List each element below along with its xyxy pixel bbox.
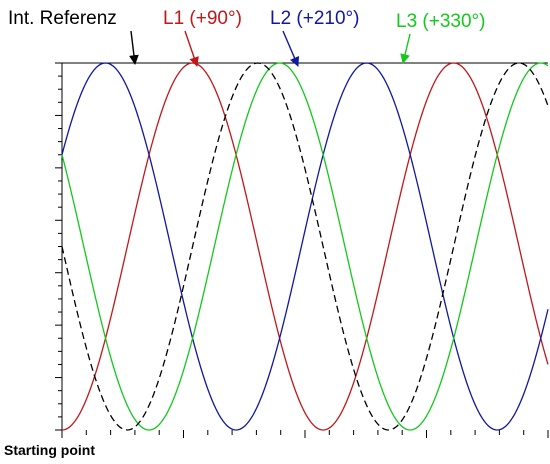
plot-curves: [61, 62, 549, 431]
series-line-1: [61, 62, 549, 431]
label-arrows: [129, 30, 411, 67]
arrow-0: [129, 30, 139, 65]
arrow-2: [282, 30, 300, 67]
starting-point-label: Starting point: [4, 442, 95, 458]
legend-label-l1: L1 (+90°): [163, 8, 242, 29]
series-line-3: [61, 62, 549, 431]
arrow-1: [184, 30, 199, 67]
series-line-2: [61, 62, 549, 431]
legend-label-int-referenz: Int. Referenz: [8, 8, 117, 29]
legend-label-l3: L3 (+330°): [396, 11, 486, 32]
legend-label-l2: L2 (+210°): [270, 8, 360, 29]
series-line-0: [61, 62, 549, 431]
arrow-3: [400, 33, 411, 64]
